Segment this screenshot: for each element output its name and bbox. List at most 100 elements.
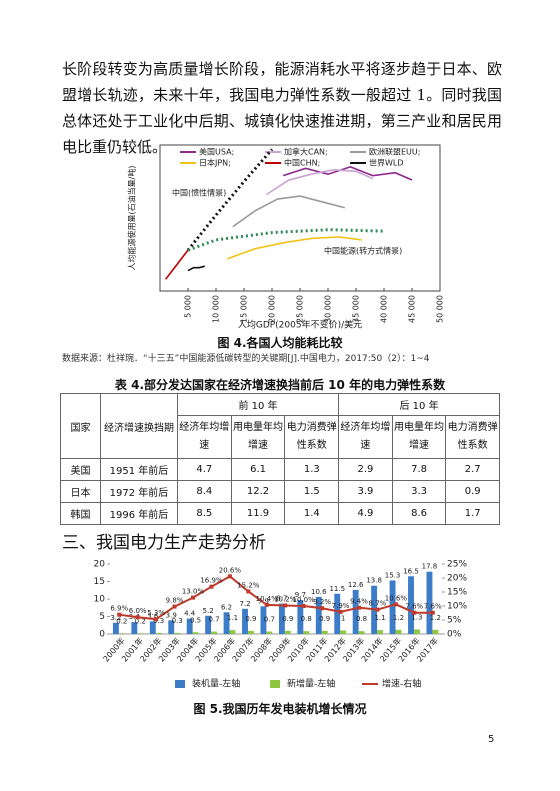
x-tick-label: 30 000 bbox=[324, 295, 333, 323]
y-tick-label: 0 bbox=[99, 630, 105, 640]
data-label: 12.6 bbox=[348, 581, 364, 589]
data-label: 0.2 bbox=[116, 617, 127, 625]
growth-marker bbox=[430, 610, 435, 615]
bar bbox=[303, 631, 310, 634]
y2-tick-label: 10% bbox=[447, 602, 467, 612]
table-cell: 7.8 bbox=[391, 458, 447, 481]
data-label: 13.0% bbox=[182, 588, 205, 596]
table-cell: 前 10 年 bbox=[176, 393, 340, 416]
growth-marker bbox=[338, 609, 343, 614]
projection-line bbox=[187, 228, 385, 252]
source-note: 数据来源：杜祥琬．“十三五”中国能源低碳转型的关键期[J].中国电力，2017:… bbox=[62, 354, 430, 364]
bar bbox=[223, 612, 230, 634]
legend-label: 日本JPN; bbox=[199, 158, 231, 168]
data-label: 10.2% bbox=[274, 595, 297, 603]
data-line bbox=[265, 169, 374, 196]
table-cell: 4.9 bbox=[338, 502, 393, 525]
data-label: 3.9 bbox=[166, 611, 177, 619]
data-label: 0.8 bbox=[301, 615, 312, 623]
table-cell: 8.5 bbox=[176, 502, 232, 525]
y2-tick-label: 5% bbox=[447, 616, 462, 626]
data-label: 1.2 bbox=[430, 614, 441, 622]
bar bbox=[266, 631, 273, 634]
growth-marker bbox=[375, 607, 380, 612]
bar bbox=[205, 615, 212, 634]
y2-tick-label: 20% bbox=[447, 574, 467, 584]
y2-tick-label: 25% bbox=[447, 560, 467, 570]
growth-marker bbox=[227, 574, 232, 579]
bar bbox=[247, 630, 254, 634]
bar bbox=[426, 571, 433, 634]
data-label: 9.8% bbox=[166, 597, 184, 605]
data-label: 1 bbox=[341, 615, 345, 623]
data-label: 8.7 bbox=[276, 595, 287, 603]
data-label: 10.6 bbox=[311, 588, 327, 596]
data-label: 16.5 bbox=[403, 567, 419, 575]
growth-marker bbox=[191, 595, 195, 600]
table-cell: 3.3 bbox=[391, 480, 447, 503]
data-label: 7.9% bbox=[332, 602, 350, 610]
bar bbox=[112, 622, 119, 634]
table-cell: 1951 年前后 bbox=[99, 458, 178, 481]
data-label: 0.9 bbox=[245, 615, 256, 623]
y-tick-label: 5 bbox=[99, 612, 105, 622]
y-tick-label: 15 bbox=[94, 577, 105, 587]
data-label: 20.6% bbox=[219, 566, 242, 574]
data-label: 10.6% bbox=[385, 594, 408, 602]
legend-label: 中国CHN; bbox=[284, 158, 320, 168]
data-label: 7.2 bbox=[239, 600, 250, 608]
table-cell: 2.7 bbox=[445, 458, 500, 481]
figure-caption: 图 4.各国人均能耗比较 bbox=[217, 336, 343, 350]
bar bbox=[211, 631, 217, 634]
data-label: 3.6 bbox=[147, 612, 159, 620]
table-cell: 日本 bbox=[60, 480, 101, 503]
data-label: 0.3 bbox=[172, 617, 183, 625]
paragraph: 长阶段转变为高质量增长阶段，能源消耗水平将逐步趋于日本、欧盟增长轨迹，未来十年，… bbox=[62, 60, 502, 156]
bar bbox=[408, 576, 414, 634]
figure-5: 051015200%5%10%15%20%25%2000年2001年2002年2… bbox=[94, 560, 468, 690]
data-label: 15.3 bbox=[385, 571, 401, 579]
x-tick-label: 50 000 bbox=[436, 295, 445, 323]
table-cell: 韩国 bbox=[60, 502, 101, 525]
bar bbox=[174, 632, 181, 634]
table-cell: 4.7 bbox=[176, 458, 232, 481]
table-cell: 用电量年均增速 bbox=[391, 415, 447, 459]
table: 国家 经济增速换挡期前 10 年后 10 年经济年均增速 用电量年均增速 电力消费弹性… bbox=[60, 393, 500, 525]
data-label: 0.2 bbox=[135, 617, 146, 625]
growth-marker bbox=[393, 602, 398, 607]
bar bbox=[242, 608, 248, 634]
table-row: 美国 1951 年前后 4.7 6.1 1.3 2.9 7.8 2.7 bbox=[60, 458, 500, 481]
bar bbox=[315, 596, 322, 634]
growth-marker bbox=[283, 603, 288, 608]
table-cell: 经济增速换挡期 bbox=[99, 393, 178, 459]
table-cell: 1.3 bbox=[284, 458, 340, 481]
y-tick-label: 10 bbox=[94, 595, 106, 605]
growth-marker bbox=[117, 612, 122, 617]
legend-label: 美国USA; bbox=[199, 147, 234, 157]
table-cell: 1972 年前后 bbox=[99, 480, 178, 503]
x-tick-label: 20 000 bbox=[268, 295, 277, 323]
data-line bbox=[232, 195, 346, 228]
figure-4: 5 000 10 000 15 000 20 000 25 000 30 000 35 00… bbox=[127, 144, 445, 331]
data-label: 0.9 bbox=[282, 615, 293, 623]
x-tick-label: 35 000 bbox=[352, 295, 361, 323]
data-label: 7.6% bbox=[405, 603, 423, 611]
table-cell: 美国 bbox=[60, 458, 101, 481]
data-label: 7.6% bbox=[424, 603, 442, 611]
bar bbox=[334, 593, 341, 634]
bar bbox=[260, 606, 267, 634]
bar bbox=[413, 629, 420, 634]
bar bbox=[377, 630, 383, 634]
data-label: 1.2 bbox=[393, 614, 404, 622]
bar bbox=[149, 621, 156, 634]
bar bbox=[284, 630, 291, 634]
table-cell: 1.7 bbox=[445, 502, 500, 525]
growth-line bbox=[119, 575, 433, 621]
y2-tick-label: 15% bbox=[447, 588, 467, 598]
data-label: 9.2% bbox=[313, 598, 331, 606]
bar bbox=[131, 622, 138, 634]
data-label: 13.8 bbox=[366, 577, 382, 585]
data-label: 0.9 bbox=[319, 615, 330, 623]
data-line bbox=[282, 166, 413, 181]
